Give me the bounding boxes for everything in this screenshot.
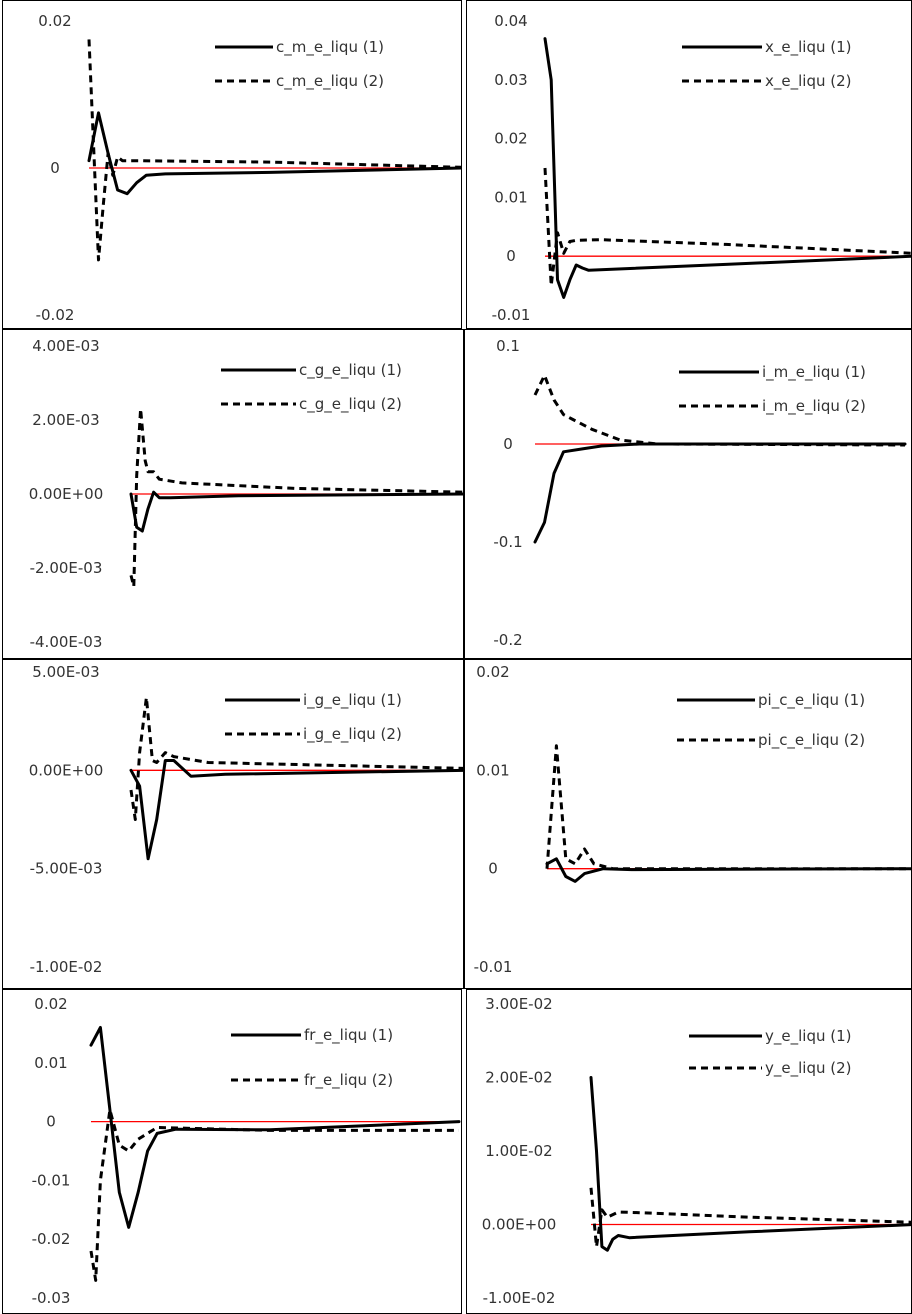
legend-label-1: pi_c_e_liqu (1) [758,691,865,710]
series-line-1 [589,1076,911,1252]
series-line-1 [533,442,907,544]
y-tick-label: -1.00E-02 [30,958,103,976]
y-tick-label: 2.00E-03 [32,411,99,429]
legend-label-2: c_m_e_liqu (2) [276,72,384,91]
legend-label-2: c_g_e_liqu (2) [299,395,402,414]
series-line-2 [129,696,463,821]
legend-label-2: fr_e_liqu (2) [304,1071,393,1090]
chart-i-m-e-liqu: 0.1 0 -0.1 -0.2 i_m_e_liqu (1) i_m_e_liqu (2) [493,337,907,649]
y-tick-label: -4.00E-03 [30,633,103,651]
y-tick-label: 0.02 [494,130,527,148]
y-tick-label: 5.00E-03 [32,663,99,681]
y-tick-label: -0.02 [36,306,75,324]
chart-pi-c-e-liqu: 0.02 0.01 0 -0.01 pi_c_e_liqu (1) pi_c_e_liqu… [474,663,911,976]
y-tick-label: -0.2 [493,631,522,649]
y-tick-label: -0.01 [32,1171,71,1189]
panel-fr-e-liqu: 0.02 0.01 0 -0.01 -0.02 -0.03 fr_e_liqu (1) fr_… [2,989,462,1314]
y-tick-label: 0.04 [494,12,527,30]
y-tick-label: -1.00E-02 [483,1289,556,1307]
series-line-1 [129,490,463,533]
y-tick-label: -5.00E-03 [30,860,103,878]
y-tick-label: 0.02 [34,995,67,1013]
y-tick-label: -0.01 [492,306,531,324]
y-tick-label: 0.00E+00 [482,1216,557,1234]
y-tick-label: -0.03 [32,1289,71,1307]
y-tick-label: 0 [50,159,60,177]
y-tick-label: -0.1 [493,533,522,551]
y-tick-label: 0.1 [496,337,520,355]
series-line-2 [533,373,906,447]
series-line-1 [89,1026,461,1229]
y-tick-label: 0.02 [476,663,509,681]
y-tick-label: 0 [488,860,498,878]
series-line-2 [87,39,461,262]
y-tick-label: -2.00E-03 [30,559,103,577]
chart-x-e-liqu: 0.04 0.03 0.02 0.01 0 -0.01 x_e_liqu (1) x_e_li… [492,12,911,324]
y-tick-label: 0.01 [34,1054,67,1072]
legend-label-1: c_g_e_liqu (1) [299,361,402,380]
legend-label-1: y_e_liqu (1) [765,1027,851,1046]
series-line-2 [589,1187,911,1249]
y-tick-label: 3.00E-02 [485,995,552,1013]
series-line-2 [543,167,911,288]
legend-label-2: i_m_e_liqu (2) [762,397,866,416]
y-tick-label: 0.02 [38,12,71,30]
y-tick-label: 0 [46,1113,56,1131]
panel-c-m-e-liqu: 0.02 0 -0.02 c_m_e_liqu (1) c_m_e_liqu (2) [2,0,462,329]
legend-label-2: x_e_liqu (2) [765,72,851,91]
chart-i-g-e-liqu: 5.00E-03 0.00E+00 -5.00E-03 -1.00E-02 i_g_e_… [29,663,463,976]
panel-y-e-liqu: 3.00E-02 2.00E-02 1.00E-02 0.00E+00 -1.00E-0… [466,989,912,1314]
series-line-1 [129,759,463,861]
y-tick-label: 0.00E+00 [29,485,104,503]
panel-i-g-e-liqu: 5.00E-03 0.00E+00 -5.00E-03 -1.00E-02 i_g_e_… [2,659,464,989]
legend-label-1: c_m_e_liqu (1) [276,38,384,57]
series-line-2 [545,744,911,871]
panel-c-g-e-liqu: 4.00E-03 2.00E-03 0.00E+00 -2.00E-03 -4.00E-… [2,329,464,659]
panel-pi-c-e-liqu: 0.02 0.01 0 -0.01 pi_c_e_liqu (1) pi_c_e_liqu… [464,659,912,989]
chart-fr-e-liqu: 0.02 0.01 0 -0.01 -0.02 -0.03 fr_e_liqu (1) fr_… [32,995,461,1307]
panel-x-e-liqu: 0.04 0.03 0.02 0.01 0 -0.01 x_e_liqu (1) x_e_li… [466,0,912,329]
legend-label-1: fr_e_liqu (1) [304,1026,393,1045]
series-line-2 [129,407,463,588]
y-tick-label: 0.03 [494,71,527,89]
series-line-1 [87,111,461,196]
y-tick-label: 0 [506,247,516,265]
y-tick-label: 0 [503,435,513,453]
y-tick-label: -0.01 [474,958,513,976]
panel-i-m-e-liqu: 0.1 0 -0.1 -0.2 i_m_e_liqu (1) i_m_e_liqu (2) [464,329,912,659]
y-tick-label: 0.00E+00 [29,761,104,779]
series-line-2 [89,1108,459,1282]
legend-label-2: i_g_e_liqu (2) [303,725,402,744]
chart-c-g-e-liqu: 4.00E-03 2.00E-03 0.00E+00 -2.00E-03 -4.00E-… [29,337,463,651]
y-tick-label: 0.01 [494,188,527,206]
legend-label-1: x_e_liqu (1) [765,38,851,57]
legend-label-1: i_m_e_liqu (1) [762,363,866,382]
chart-y-e-liqu: 3.00E-02 2.00E-02 1.00E-02 0.00E+00 -1.00E-0… [482,995,911,1307]
y-tick-label: 4.00E-03 [32,337,99,355]
legend-label-1: i_g_e_liqu (1) [303,691,402,710]
legend-label-2: pi_c_e_liqu (2) [758,731,865,750]
legend-label-2: y_e_liqu (2) [765,1059,851,1078]
y-tick-label: 1.00E-02 [485,1142,552,1160]
chart-c-m-e-liqu: 0.02 0 -0.02 c_m_e_liqu (1) c_m_e_liqu (2) [36,12,461,324]
y-tick-label: 0.01 [476,761,509,779]
y-tick-label: 2.00E-02 [485,1069,552,1087]
series-line-1 [543,37,911,299]
y-tick-label: -0.02 [32,1230,71,1248]
